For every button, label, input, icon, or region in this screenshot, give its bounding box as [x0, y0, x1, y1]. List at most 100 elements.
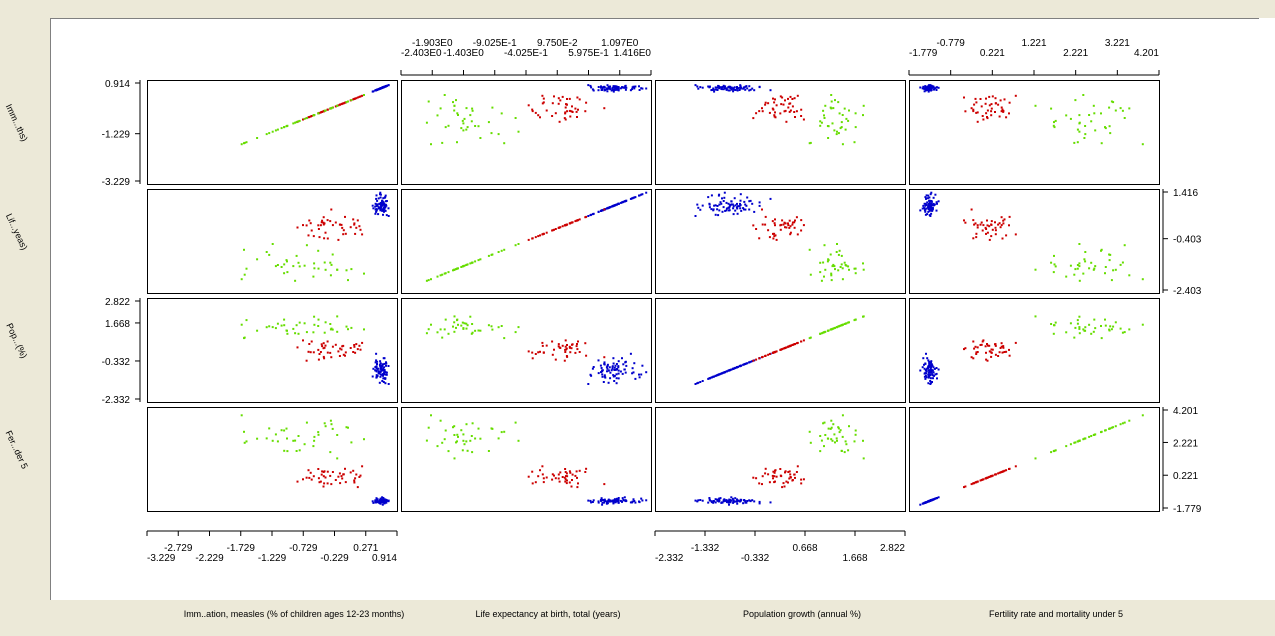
data-point	[276, 440, 279, 443]
data-point	[602, 381, 605, 383]
data-point	[843, 107, 846, 110]
data-point	[633, 87, 636, 90]
data-point	[329, 474, 332, 477]
data-point	[379, 209, 382, 212]
data-point	[1073, 273, 1076, 276]
data-point	[768, 481, 771, 484]
data-point	[425, 279, 428, 282]
data-point	[571, 473, 574, 476]
data-point	[719, 497, 722, 500]
frame-right-margin	[1259, 18, 1275, 600]
data-point	[808, 430, 811, 433]
data-point	[809, 141, 812, 144]
data-point	[551, 473, 554, 476]
data-point	[383, 499, 385, 502]
panel-r1-c4	[909, 80, 1160, 185]
data-point	[268, 427, 271, 430]
data-point	[830, 328, 833, 331]
data-point	[835, 251, 838, 253]
column-label-3: Population growth (annual %)	[743, 609, 861, 619]
data-point	[723, 499, 726, 502]
data-point	[541, 94, 544, 97]
data-point	[531, 470, 534, 473]
data-point	[998, 351, 1001, 354]
data-point	[312, 275, 315, 278]
data-point	[447, 450, 450, 453]
data-point	[931, 381, 933, 383]
data-point	[305, 224, 308, 227]
data-point	[1084, 133, 1087, 136]
data-point	[385, 362, 388, 365]
data-point	[937, 496, 940, 499]
data-point	[559, 226, 562, 229]
data-point	[561, 344, 564, 347]
data-point	[734, 204, 737, 207]
data-point	[354, 232, 357, 235]
top-axis-life-tick-label: 5.975E-1	[568, 48, 609, 59]
data-point	[624, 88, 627, 91]
data-point	[329, 220, 332, 223]
data-point	[615, 382, 618, 385]
data-point	[820, 279, 823, 282]
data-point	[979, 344, 982, 346]
data-point	[607, 381, 610, 384]
data-point	[826, 260, 829, 263]
data-point	[716, 208, 719, 211]
data-point	[1003, 469, 1006, 472]
data-point	[744, 501, 747, 504]
data-point	[929, 200, 932, 203]
data-point	[1100, 112, 1102, 115]
data-point	[334, 105, 337, 108]
data-point	[302, 339, 304, 342]
data-point	[921, 207, 924, 210]
data-point	[924, 362, 927, 365]
data-point	[324, 268, 327, 271]
data-point	[375, 375, 378, 378]
data-point	[845, 264, 848, 267]
data-point	[976, 111, 979, 114]
data-point	[1109, 253, 1112, 256]
data-point	[465, 107, 468, 110]
data-point	[307, 350, 310, 353]
data-point	[589, 84, 592, 87]
data-point	[774, 111, 776, 114]
data-point	[465, 128, 468, 131]
data-point	[739, 85, 742, 88]
data-point	[334, 221, 337, 224]
data-point	[749, 199, 752, 202]
data-point	[789, 233, 792, 236]
data-point	[716, 205, 719, 207]
data-point	[787, 345, 790, 348]
data-point	[764, 354, 767, 357]
data-point	[631, 88, 634, 91]
data-point	[734, 89, 737, 91]
data-point	[853, 267, 856, 270]
data-point	[862, 114, 864, 117]
data-point	[456, 112, 459, 115]
data-point	[708, 377, 711, 380]
data-point	[839, 324, 842, 327]
data-point	[743, 86, 746, 89]
data-point	[608, 500, 611, 503]
data-point	[317, 348, 320, 351]
data-point	[819, 124, 822, 127]
data-point	[382, 381, 385, 383]
data-point	[1082, 94, 1085, 96]
data-point	[307, 469, 310, 472]
data-point	[623, 86, 626, 89]
data-point	[302, 478, 304, 481]
data-point	[632, 498, 635, 501]
data-point	[554, 228, 557, 230]
data-point	[344, 467, 346, 470]
data-point	[625, 86, 628, 89]
data-point	[243, 273, 246, 276]
data-point	[819, 435, 822, 437]
data-point	[298, 449, 301, 452]
data-point	[551, 340, 554, 343]
data-point	[707, 377, 710, 380]
data-point	[997, 223, 1000, 226]
data-point	[308, 476, 311, 479]
data-point	[243, 337, 245, 340]
data-point	[617, 500, 620, 503]
